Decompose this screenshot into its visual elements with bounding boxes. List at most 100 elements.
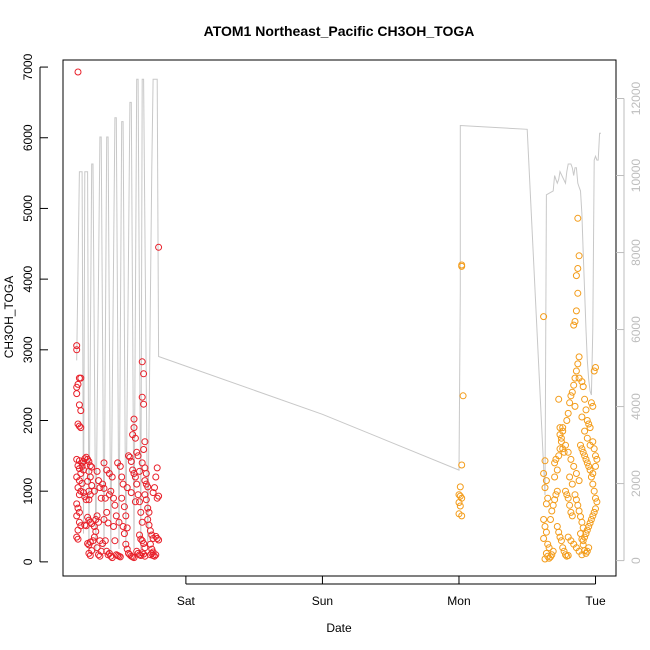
series-2-point [587, 399, 595, 407]
series-1-point [86, 491, 94, 499]
series-1-point [90, 533, 98, 541]
series-2-point [579, 537, 587, 545]
series-2-point [570, 321, 578, 329]
series-1-point [100, 516, 108, 523]
series-2-point [593, 498, 601, 506]
x-axis-label: Date [326, 621, 352, 635]
series-2-point [540, 470, 548, 477]
series-2-point [567, 508, 575, 516]
series-1-point [77, 424, 85, 432]
series-2-point [590, 508, 598, 516]
series-2-point [572, 367, 580, 375]
series-2-point [581, 427, 589, 435]
series-2-point [589, 512, 597, 520]
series-1-point [125, 452, 132, 460]
series-2-point [581, 395, 589, 403]
series-2-point [564, 494, 572, 502]
y2-tick-label: 0 [629, 557, 643, 564]
series-2-point [568, 512, 576, 520]
series-2-point [593, 455, 601, 463]
series-1-point [141, 491, 149, 499]
altitude-line-layer [76, 78, 601, 553]
series-2-point [557, 537, 565, 545]
series-1-point [111, 501, 119, 509]
series-1-point [155, 492, 163, 500]
series-1-point [152, 473, 160, 481]
series-2-point [551, 496, 559, 504]
series-2-point [567, 392, 575, 400]
series-2-point [590, 445, 598, 453]
series-2-point [571, 374, 579, 382]
y2-tick-label: 8000 [629, 239, 643, 266]
series-1-point [130, 554, 138, 562]
series-2-point [578, 413, 586, 421]
series-1-point [153, 464, 161, 472]
series-2-point [541, 457, 549, 465]
series-1-point [155, 243, 163, 251]
series-2-point [552, 491, 560, 499]
series-2-point [564, 552, 572, 559]
series-1-point [152, 551, 160, 559]
series-2-point [586, 424, 594, 432]
series-2-point [571, 318, 579, 325]
series-1-point [145, 521, 153, 529]
series-1-point [73, 390, 81, 398]
series-1-point [131, 498, 139, 506]
y2-tick-label: 2000 [629, 470, 643, 497]
series-1-point [120, 530, 128, 538]
series-2-point [577, 513, 584, 521]
series-1-point [151, 552, 158, 560]
y2-tick-label: 4000 [629, 393, 643, 420]
series-2-point [551, 473, 559, 481]
x-tick-label: Mon [447, 594, 470, 608]
series-2-point [575, 353, 583, 361]
series-1-point [82, 496, 90, 504]
series-1-point [118, 494, 126, 502]
series-2-point [566, 399, 574, 407]
series-2-point [587, 516, 595, 523]
series-1-point [89, 537, 97, 545]
series-1-point [112, 512, 120, 520]
series-1-point [73, 512, 81, 520]
series-1-point [137, 508, 145, 516]
series-1-point [108, 473, 116, 481]
series-2-point [571, 491, 579, 499]
series-1-point [146, 527, 154, 535]
series-1-point [134, 452, 142, 460]
series-1-point [115, 518, 123, 526]
series-1-point [105, 491, 113, 499]
series-2-point [583, 434, 591, 442]
series-1-point [138, 518, 146, 526]
series-1-point [142, 496, 150, 504]
series-2-point [552, 455, 560, 463]
series-2-point [564, 409, 572, 417]
series-1-point [133, 448, 141, 456]
series-2-point [587, 473, 595, 481]
series-1-point [136, 531, 143, 539]
series-1-point [111, 537, 119, 545]
series-1-point [155, 536, 163, 544]
series-2-point [563, 491, 571, 499]
series-1-point [122, 512, 130, 520]
series-1-point [120, 503, 128, 511]
series-1-point [77, 374, 85, 382]
series-1-point [107, 487, 115, 495]
series-2-point [582, 455, 590, 463]
series-2-point [574, 360, 582, 368]
series-2-point [586, 441, 594, 449]
y-tick-label: 1000 [21, 478, 35, 505]
series-2-point [583, 526, 591, 534]
series-2-point [553, 523, 561, 530]
series-1-point [140, 370, 148, 378]
x-tick-label: Sat [177, 594, 196, 608]
series-1-point [85, 496, 93, 504]
series-2-point [567, 455, 575, 463]
series-2-point [574, 289, 582, 297]
series-2-point [458, 461, 466, 469]
series-2-point [582, 406, 590, 414]
series-1-point [119, 523, 127, 530]
y-tick-label: 0 [21, 558, 35, 565]
series-2-point [542, 500, 550, 508]
series-2-point [571, 402, 579, 410]
series-2-point [555, 395, 563, 403]
